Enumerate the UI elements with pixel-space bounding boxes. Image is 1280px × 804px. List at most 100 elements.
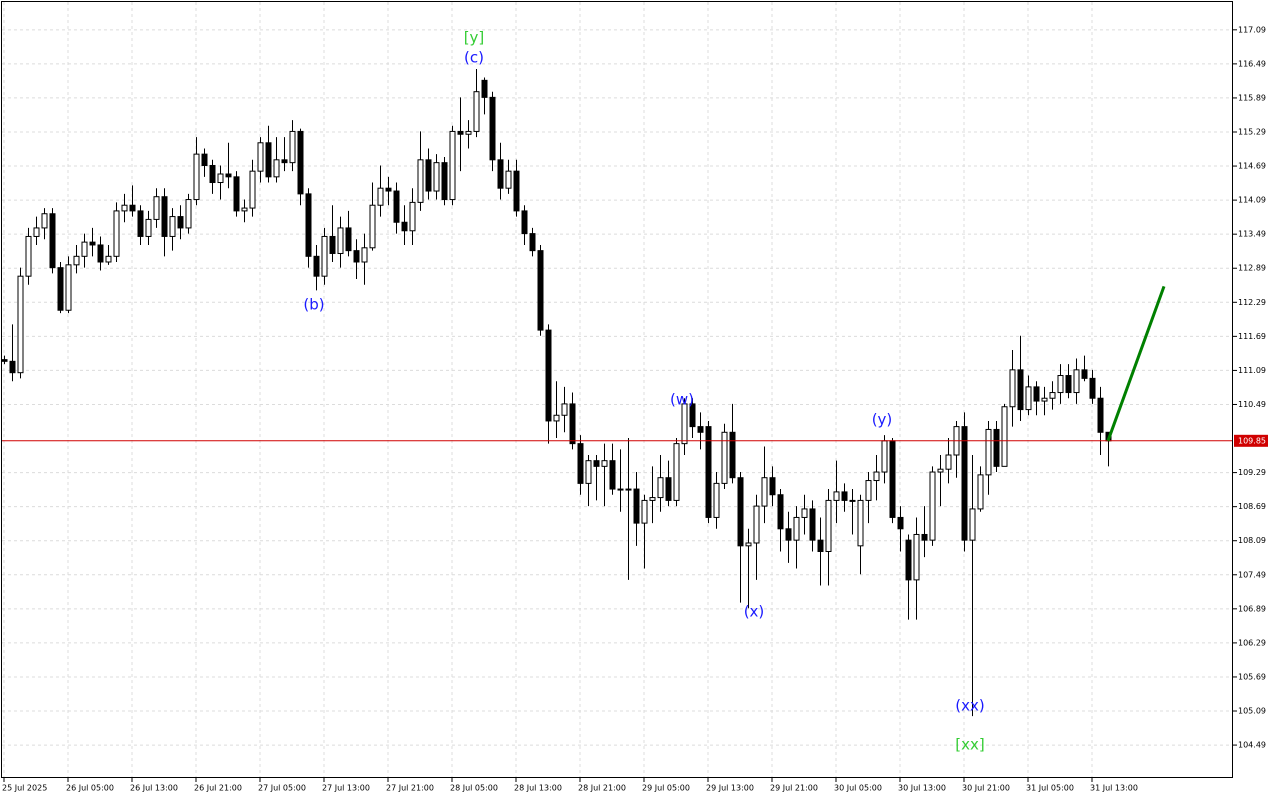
candle-body: [201, 153, 208, 166]
candle-body: [457, 130, 464, 135]
candle-body: [321, 235, 328, 277]
candle-body: [105, 255, 112, 263]
candle-body: [737, 477, 744, 547]
y-tick-label: 112.89: [1238, 264, 1266, 273]
candle-body: [425, 159, 432, 192]
candle-body: [9, 360, 16, 374]
candle-body: [505, 170, 512, 189]
candle-body: [313, 255, 320, 277]
candle-body: [745, 542, 752, 547]
candle-body: [809, 508, 816, 541]
y-tick-label: 107.49: [1238, 570, 1266, 579]
candle-body: [825, 499, 832, 553]
candle-body: [73, 255, 80, 266]
candle-body: [1081, 369, 1088, 379]
x-tick-label: 26 Jul 13:00: [130, 784, 178, 793]
candle-body: [25, 235, 32, 277]
candle-body: [977, 474, 984, 510]
candle-body: [1001, 406, 1008, 467]
y-tick-label: 114.09: [1238, 196, 1266, 205]
candle-body: [625, 488, 632, 491]
candle-body: [289, 130, 296, 164]
candle-body: [97, 244, 104, 263]
y-tick-label: 105.69: [1238, 672, 1266, 681]
candle-body: [697, 426, 704, 433]
y-tick-label: 108.09: [1238, 536, 1266, 545]
candle-body: [361, 247, 368, 263]
candle-body: [921, 533, 928, 541]
candle-body: [601, 460, 608, 467]
x-tick-label: 26 Jul 05:00: [66, 784, 114, 793]
candle-body: [257, 142, 264, 172]
y-tick-label: 114.69: [1238, 162, 1266, 171]
candle-body: [513, 170, 520, 212]
y-tick-label: 111.69: [1238, 332, 1266, 341]
plot-frame: [1, 1, 1233, 778]
candle-body: [145, 218, 152, 237]
candle-body: [337, 227, 344, 254]
candle-body: [353, 250, 360, 263]
candle-body: [441, 162, 448, 201]
candle-body: [249, 170, 256, 209]
candle-body: [897, 516, 904, 530]
candle-body: [777, 494, 784, 530]
candle-body: [569, 403, 576, 445]
candle-body: [465, 130, 472, 135]
x-tick-label: 25 Jul 2025: [2, 784, 47, 793]
candle-body: [377, 187, 384, 206]
wave-label: (w): [670, 391, 694, 409]
candle-body: [561, 403, 568, 416]
candle-body: [1049, 392, 1056, 399]
wave-label: (c): [464, 49, 484, 67]
candle-body: [913, 533, 920, 581]
candle-body: [849, 499, 856, 502]
candle-body: [529, 233, 536, 252]
wave-label: (b): [303, 296, 324, 314]
candle-body: [1033, 386, 1040, 402]
candle-body: [881, 440, 888, 473]
x-tick-label: 31 Jul 13:00: [1090, 784, 1138, 793]
candle-body: [233, 176, 240, 212]
x-tick-label: 31 Jul 05:00: [1026, 784, 1074, 793]
candle-body: [593, 460, 600, 467]
candle-body: [689, 403, 696, 428]
candle-body: [521, 210, 528, 235]
candle-body: [409, 201, 416, 232]
candle-body: [929, 471, 936, 541]
candle-body: [673, 443, 680, 501]
candle-body: [1073, 369, 1080, 394]
candle-body: [713, 482, 720, 518]
current-price-label: 109.85: [1238, 436, 1266, 445]
candle-body: [817, 539, 824, 553]
y-tick-label: 115.89: [1238, 93, 1266, 102]
candle-body: [985, 428, 992, 476]
candle-body: [209, 164, 216, 184]
candle-body: [665, 477, 672, 501]
x-tick-label: 28 Jul 21:00: [578, 784, 626, 793]
x-tick-label: 27 Jul 21:00: [386, 784, 434, 793]
candle-body: [81, 241, 88, 257]
candle-body: [1017, 369, 1024, 411]
candle-body: [241, 207, 248, 212]
candle-body: [761, 477, 768, 507]
projection-line: [1106, 285, 1166, 442]
candle-body: [57, 267, 64, 311]
candle-body: [657, 477, 664, 499]
candle-body: [473, 91, 480, 132]
candle-body: [1057, 375, 1064, 394]
candle-body: [801, 508, 808, 518]
x-tick-label: 30 Jul 05:00: [834, 784, 882, 793]
y-tick-label: 117.09: [1238, 25, 1266, 34]
y-tick-label: 104.49: [1238, 741, 1266, 750]
candle-body: [297, 130, 304, 195]
candle-body: [705, 426, 712, 518]
candle-body: [873, 471, 880, 482]
y-tick-label: 105.09: [1238, 707, 1266, 716]
candle-body: [945, 454, 952, 470]
candle-body: [385, 187, 392, 192]
candle-body: [217, 173, 224, 184]
candle-body: [681, 403, 688, 445]
candle-body: [345, 227, 352, 252]
candle-body: [449, 130, 456, 201]
candle-body: [113, 210, 120, 257]
